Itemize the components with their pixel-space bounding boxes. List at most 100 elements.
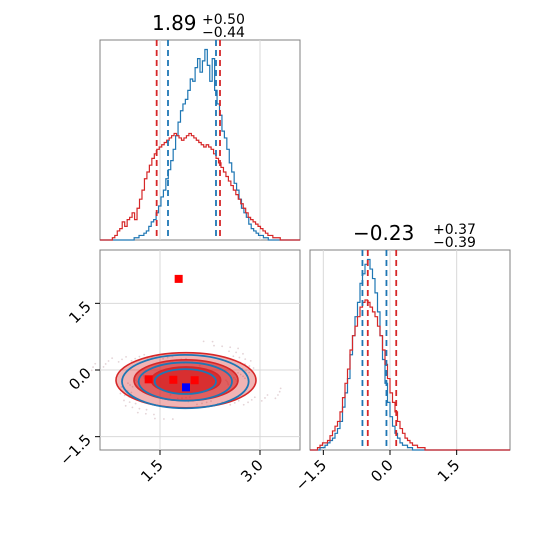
x-ticks: −1.5 0.0 1.5 [292,450,463,495]
sample-point [237,371,239,374]
sample-point [138,355,141,358]
sample-point [250,398,253,401]
y-tick-label: −1.5 [56,431,94,469]
sample-point [92,366,94,368]
sample-point [229,346,232,349]
sample-point [253,396,256,399]
x-tick-label: 1.5 [137,456,167,486]
histogram-panel-top-left: 1.89 +0.50 −0.44 [99,11,301,241]
sample-point [107,360,110,362]
sample-point [202,340,205,343]
sample-point [279,387,282,390]
quantile-lines [155,40,221,240]
sample-point [131,406,134,409]
sample-point [128,401,131,404]
sample-point [242,375,244,378]
sample-point [171,418,174,420]
sample-point [213,344,215,347]
sample-point [274,397,277,400]
axes-frame [99,39,301,241]
markers [144,274,199,392]
sample-point [134,357,137,360]
quantile-lines [361,250,398,450]
sample-point [238,356,241,359]
panel-title-value: 1.89 [152,11,197,35]
red-histogram-step [310,299,510,451]
sample-point [130,359,133,362]
x-tick-label: 0.0 [367,456,397,486]
sample-point [201,402,203,405]
sample-point [127,382,129,385]
sample-point [264,397,266,399]
y-tick-label: 1.5 [65,297,95,327]
y-tick-label: 0.0 [65,364,95,394]
sample-point [221,345,224,348]
sample-point [244,358,247,361]
sample-point [232,355,235,358]
sample-point [205,401,208,404]
red-marker [190,376,199,385]
sample-point [244,377,246,380]
sample-point [245,369,247,372]
sample-point [125,356,127,358]
sample-point [138,407,141,410]
grid-lines [159,40,261,240]
red-histogram-step [100,132,300,241]
panel-title-upper: +0.50 [202,12,245,28]
sample-point [166,356,169,359]
red-marker [144,375,153,384]
histogram-steps [100,48,300,241]
sample-point [242,352,244,355]
sample-point [228,350,230,353]
sample-point [102,366,105,368]
sample-point [242,403,245,406]
sample-point [94,362,97,365]
y-ticks: −1.5 0.0 1.5 [56,297,100,469]
blue-histogram-step [100,48,300,241]
sample-point [154,417,156,420]
red-marker [169,375,178,384]
panel-title-lower: −0.39 [433,235,476,251]
sample-point [247,401,249,404]
sample-point [233,401,236,404]
sample-point [249,360,252,362]
sample-point [123,399,125,402]
sample-point [277,394,279,396]
sample-point [278,390,281,393]
sample-point [260,399,263,402]
sample-point [130,391,133,394]
sample-point [252,367,255,369]
blue-contour-level [153,368,217,395]
sample-point [162,357,165,360]
sample-point [235,351,238,354]
sample-point [196,403,198,406]
sample-point [153,413,155,416]
histogram-panel-bottom-right: −1.5 0.0 1.5 −0.23 +0.37 −0.39 [292,221,511,495]
x-tick-label: −1.5 [292,456,330,494]
x-tick-label: 3.0 [237,456,267,486]
sample-point [144,412,147,415]
sample-point [248,365,251,367]
sample-point [237,399,240,402]
red-marker [174,274,183,283]
sample-point [136,411,139,414]
blue-marker [182,383,190,392]
axes-frame [99,249,301,451]
sample-point [211,340,214,343]
sample-point [266,394,269,396]
sample-point [120,386,123,388]
sample-point [129,384,131,386]
sample-point [239,373,242,376]
axes-frame [309,249,511,451]
sample-point [143,353,146,356]
sample-point [163,418,165,420]
sample-point [145,408,148,411]
contour-panel-bottom-left: 1.5 3.0 −1.5 0.0 1.5 [56,249,301,486]
panel-title-lower: −0.44 [202,25,245,41]
x-ticks: 1.5 3.0 [137,450,267,486]
blue-contour-level [121,353,250,410]
sample-point [131,385,134,388]
contours [90,340,282,420]
sample-point [119,392,122,395]
